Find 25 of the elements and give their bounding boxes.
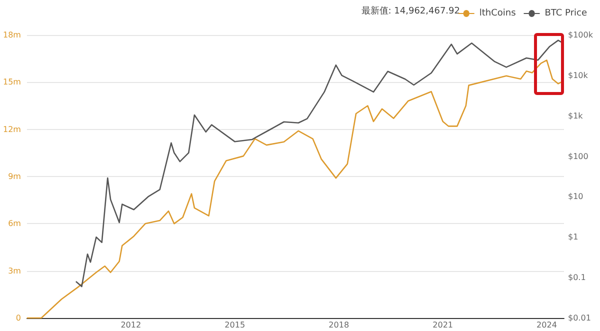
y-tick-label: 0 [16, 314, 21, 322]
y-tick-label: 9m [8, 172, 22, 181]
line-series [75, 40, 562, 288]
y2-tick-label: $100k [568, 30, 594, 40]
y2-tick-label: $10k [568, 70, 588, 80]
y2-tick-label: $0.01 [568, 314, 591, 322]
text: 最新值: 14,962,467.92 [361, 6, 460, 16]
y2-tick-label: $100 [568, 152, 588, 161]
x-tick-label: 2018 [328, 320, 350, 330]
legend-label: lthCoins [479, 8, 516, 18]
y-tick-label: 3m [8, 266, 22, 276]
y-tick-label: 18m [2, 30, 22, 40]
y2-tick-label: $1 [568, 232, 578, 242]
y-tick-label: 15m [2, 78, 22, 87]
x-tick-label: 2021 [432, 320, 454, 330]
y2-tick-label: $1k [568, 111, 584, 120]
line-series [26, 60, 562, 319]
x-tick-label: 2012 [120, 320, 142, 330]
x-tick-label: 2024 [536, 320, 557, 330]
x-tick-label: 2015 [224, 320, 246, 330]
y2-tick-label: $0.1 [568, 273, 586, 282]
legend-label: BTC Price [544, 8, 588, 18]
y2-tick-label: $10 [568, 192, 584, 202]
y-tick-label: 6m [8, 219, 22, 228]
y-tick-label: 12m [2, 124, 22, 134]
